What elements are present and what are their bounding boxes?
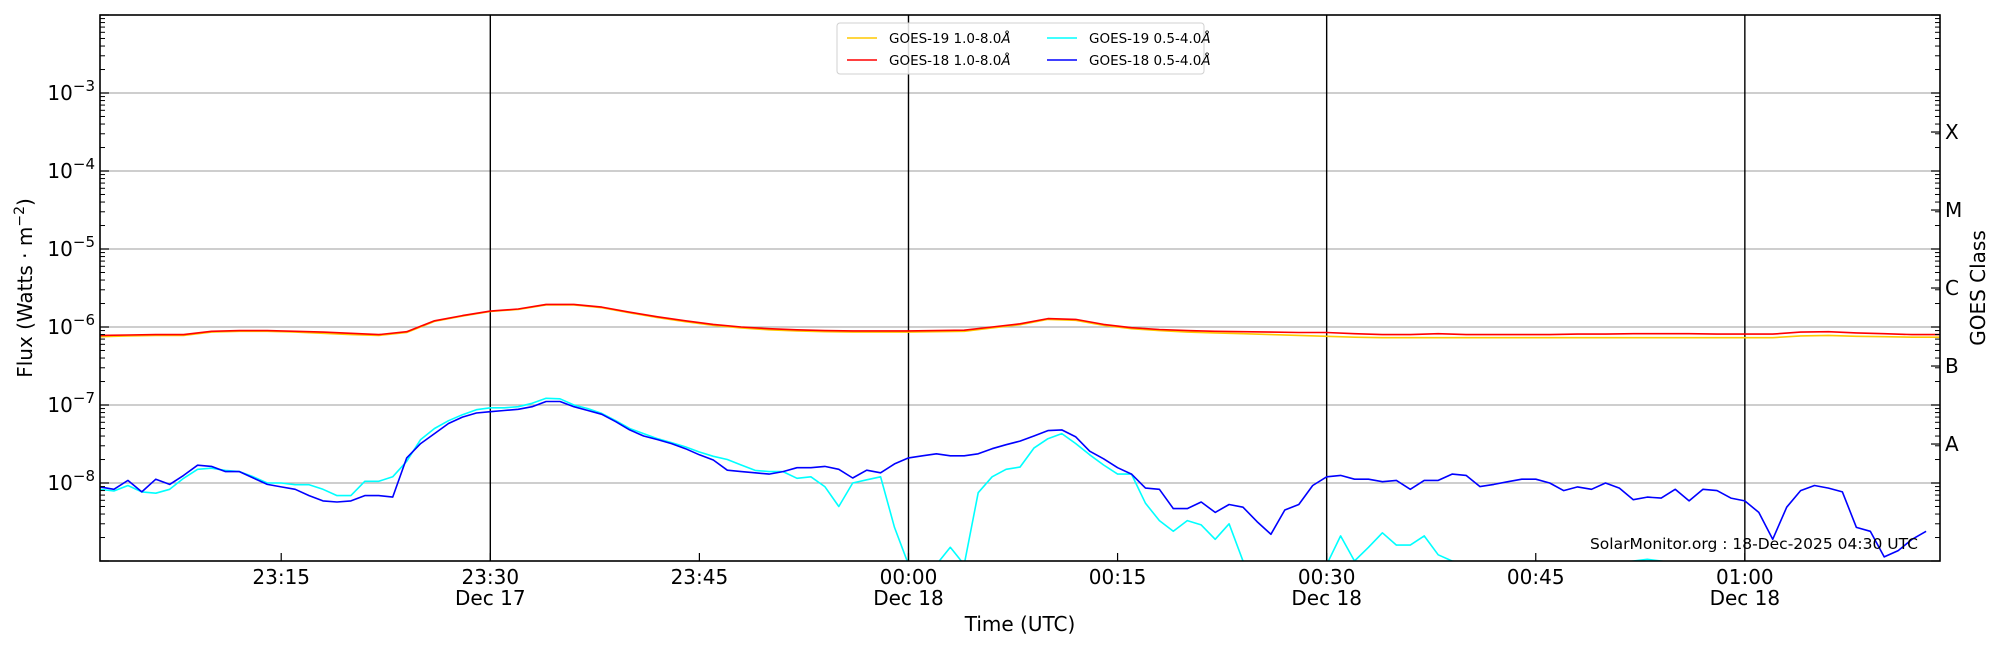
goes-class-labels: X M C B A (1945, 120, 1962, 456)
x-tick-label: 00:45 (1507, 565, 1565, 589)
series-line-goes-18-0-5-4-0 (100, 400, 1927, 558)
x-tick-label: 01:00 (1716, 565, 1774, 589)
y-tick-label: 10−6 (47, 311, 95, 339)
date-boundary-lines (489, 15, 1746, 561)
legend-label: GOES-18 1.0-8.0Å (889, 52, 1011, 69)
right-axis-title: GOES Class (1966, 230, 1990, 346)
legend: GOES-19 1.0-8.0Å GOES-19 0.5-4.0Å GOES-18 … (836, 22, 1211, 75)
class-label-m: M (1945, 198, 1962, 222)
class-label-b: B (1945, 354, 1959, 378)
series-lines (100, 303, 1940, 561)
x-tick-label: 23:30 (461, 565, 519, 589)
y-tick-label: 10−7 (47, 389, 95, 417)
x-tick-label: 23:45 (671, 565, 729, 589)
legend-label: GOES-19 0.5-4.0Å (1089, 30, 1211, 47)
legend-box (836, 22, 1205, 75)
series-line-goes-18-1-0-8-0 (100, 303, 1940, 337)
watermark: SolarMonitor.org : 18-Dec-2025 04:30 UTC (1590, 535, 1918, 553)
plot-frame (99, 14, 1941, 562)
class-label-c: C (1945, 276, 1959, 300)
y-axis-title: Flux (Watts · m−2) (12, 198, 37, 378)
x-tick-date: Dec 17 (455, 586, 526, 610)
y-tick-label: 10−3 (47, 77, 95, 105)
x-tick-label: 23:15 (252, 565, 310, 589)
grid-lines (100, 92, 1940, 484)
y-tick-label: 10−4 (47, 155, 95, 183)
class-label-x: X (1945, 120, 1959, 144)
y-tick-labels: 10−3 10−4 10−5 10−6 10−7 10−8 (47, 77, 95, 495)
y-tick-label: 10−8 (47, 467, 95, 495)
y-tick-label: 10−5 (47, 233, 95, 261)
x-tick-label: 00:30 (1298, 565, 1356, 589)
x-tick-label: 00:00 (880, 565, 938, 589)
x-axis-title: Time (UTC) (964, 612, 1076, 636)
x-tick-date: Dec 18 (1710, 586, 1781, 610)
legend-label: GOES-18 0.5-4.0Å (1089, 52, 1211, 69)
x-tick-date: Dec 18 (1291, 586, 1362, 610)
class-label-a: A (1945, 432, 1959, 456)
legend-label: GOES-19 1.0-8.0Å (889, 30, 1011, 47)
x-tick-label: 00:15 (1089, 565, 1147, 589)
x-tick-date: Dec 18 (873, 586, 944, 610)
